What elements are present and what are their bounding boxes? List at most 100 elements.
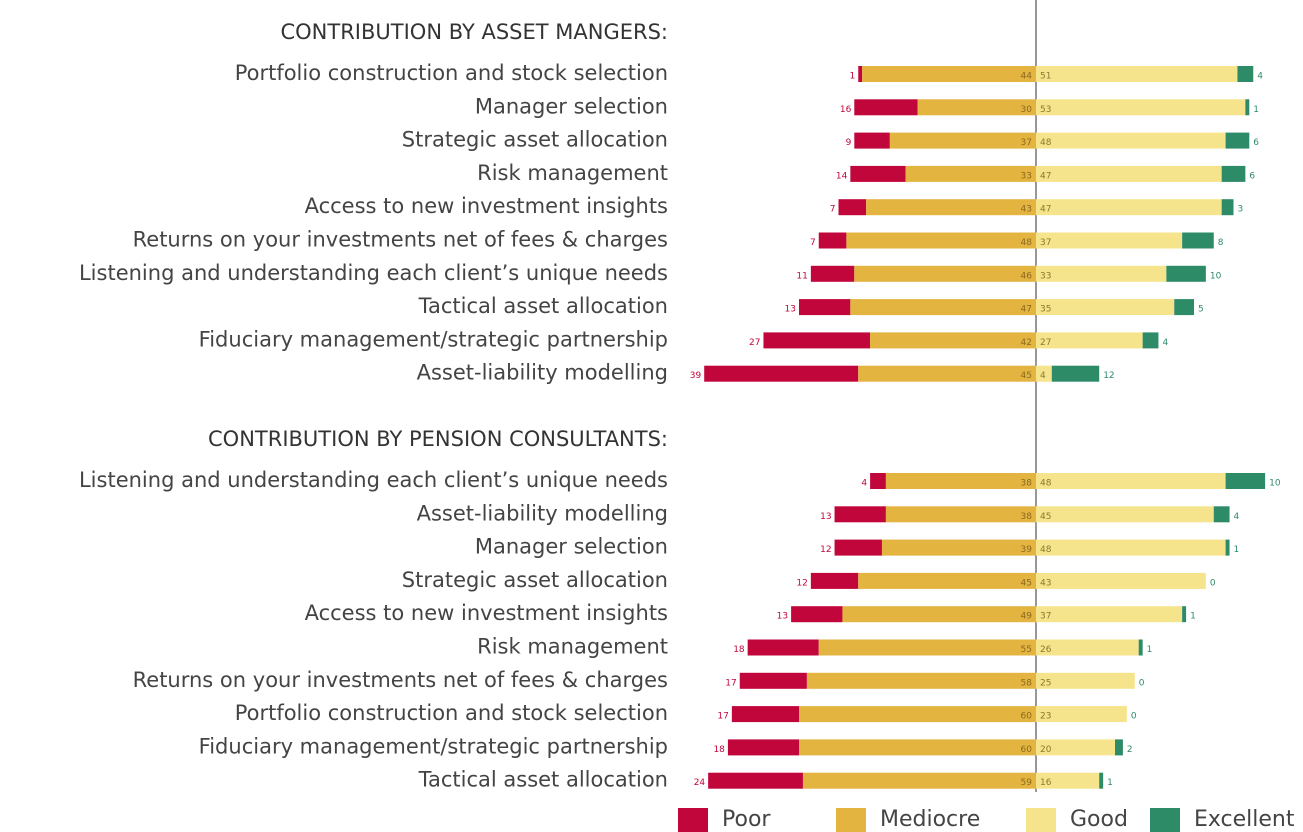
bar-segment: [850, 299, 1036, 316]
bar-segment: [854, 132, 890, 149]
value-label: 11: [796, 271, 807, 281]
bar-segment: [1036, 572, 1206, 589]
legend-label: Excellent: [1194, 807, 1295, 832]
value-label: 7: [810, 238, 816, 248]
value-label: 27: [1040, 338, 1051, 348]
value-label: 38: [1021, 479, 1033, 489]
value-label: 4: [1234, 512, 1240, 522]
bar-segment: [858, 572, 1036, 589]
bar-segment: [791, 606, 843, 623]
value-label: 4: [861, 479, 867, 489]
category-label: Tactical asset allocation: [418, 294, 668, 318]
bar-segment: [1051, 365, 1100, 382]
bar-segment: [858, 66, 863, 82]
bar-segment: [704, 365, 859, 382]
bar-segment: [799, 739, 1036, 756]
bar-segment: [1142, 332, 1159, 349]
value-label: 1: [1190, 612, 1196, 622]
bar-segment: [1182, 606, 1187, 623]
value-label: 60: [1021, 745, 1033, 755]
value-label: 16: [1040, 778, 1052, 788]
bar-segment: [1036, 672, 1135, 689]
value-label: 39: [1021, 545, 1033, 555]
value-label: 12: [820, 545, 831, 555]
bar-segment: [870, 332, 1036, 349]
value-label: 20: [1040, 745, 1052, 755]
category-label: Tactical asset allocation: [418, 768, 668, 792]
bar-segment: [1036, 706, 1127, 723]
legend-swatch: [836, 808, 866, 832]
bar-segment: [1099, 772, 1104, 789]
value-label: 60: [1021, 712, 1033, 722]
bar-segment: [1166, 265, 1206, 282]
category-label: Listening and understanding each client’…: [79, 261, 668, 285]
bar-segment: [1221, 165, 1246, 182]
value-label: 17: [717, 712, 728, 722]
bar-segment: [870, 473, 886, 489]
category-label: Asset-liability modelling: [417, 501, 668, 525]
bar-segment: [854, 265, 1036, 282]
bar-segment: [802, 772, 1036, 789]
bar-segment: [834, 506, 886, 523]
category-label: Portfolio construction and stock selecti…: [235, 61, 668, 85]
bar-segment: [834, 539, 882, 556]
value-label: 37: [1021, 138, 1032, 148]
value-label: 4: [1257, 72, 1263, 82]
bar-segment: [850, 165, 906, 182]
panel-title: CONTRIBUTION BY PENSION CONSULTANTS:: [208, 427, 668, 451]
bar-segment: [1115, 739, 1123, 756]
category-label: Access to new investment insights: [305, 601, 668, 625]
legend-label: Poor: [722, 807, 771, 832]
bar-segment: [842, 606, 1036, 623]
bar-segment: [854, 99, 918, 116]
value-label: 6: [1249, 171, 1255, 181]
bar-segment: [1213, 506, 1230, 523]
bar-segment: [1036, 539, 1226, 556]
bar-segment: [862, 66, 1036, 82]
value-label: 10: [1210, 271, 1222, 281]
value-label: 12: [1103, 371, 1114, 381]
value-label: 38: [1021, 512, 1033, 522]
bar-segment: [1221, 199, 1234, 216]
bar-segment: [1036, 739, 1115, 756]
value-label: 44: [1021, 72, 1033, 82]
bar-segment: [708, 772, 803, 789]
category-label: Asset-liability modelling: [417, 361, 668, 385]
bar-segment: [838, 199, 867, 216]
bar-segment: [1036, 506, 1214, 523]
value-label: 1: [1234, 545, 1240, 555]
legend-swatch: [678, 808, 708, 832]
value-label: 33: [1021, 171, 1032, 181]
value-label: 35: [1040, 305, 1051, 315]
bar-segment: [731, 706, 799, 723]
bar-segment: [1036, 99, 1246, 116]
value-label: 24: [694, 778, 706, 788]
bar-segment: [810, 572, 859, 589]
value-label: 48: [1021, 238, 1033, 248]
value-label: 45: [1021, 371, 1032, 381]
value-label: 14: [836, 171, 848, 181]
bar-segment: [1036, 132, 1226, 149]
bar-segment: [763, 332, 871, 349]
value-label: 4: [1040, 371, 1046, 381]
bar-segment: [1036, 365, 1052, 382]
category-label: Access to new investment insights: [305, 194, 668, 218]
value-label: 23: [1040, 712, 1051, 722]
panel-title: CONTRIBUTION BY ASSET MANGERS:: [280, 20, 668, 44]
category-label: Fiduciary management/strategic partnersh…: [199, 734, 668, 758]
bar-segment: [905, 165, 1036, 182]
category-label: Portfolio construction and stock selecti…: [235, 701, 668, 725]
bar-segment: [727, 739, 799, 756]
category-label: Listening and understanding each client’…: [79, 468, 668, 492]
category-label: Risk management: [477, 161, 668, 185]
bar-segment: [846, 232, 1036, 249]
bar-segment: [1036, 639, 1139, 656]
value-label: 53: [1040, 105, 1051, 115]
value-label: 42: [1021, 338, 1032, 348]
legend-label: Mediocre: [880, 807, 980, 832]
value-label: 47: [1040, 171, 1051, 181]
bar-segment: [799, 299, 851, 316]
value-label: 45: [1021, 578, 1032, 588]
bar-segment: [1036, 606, 1183, 623]
